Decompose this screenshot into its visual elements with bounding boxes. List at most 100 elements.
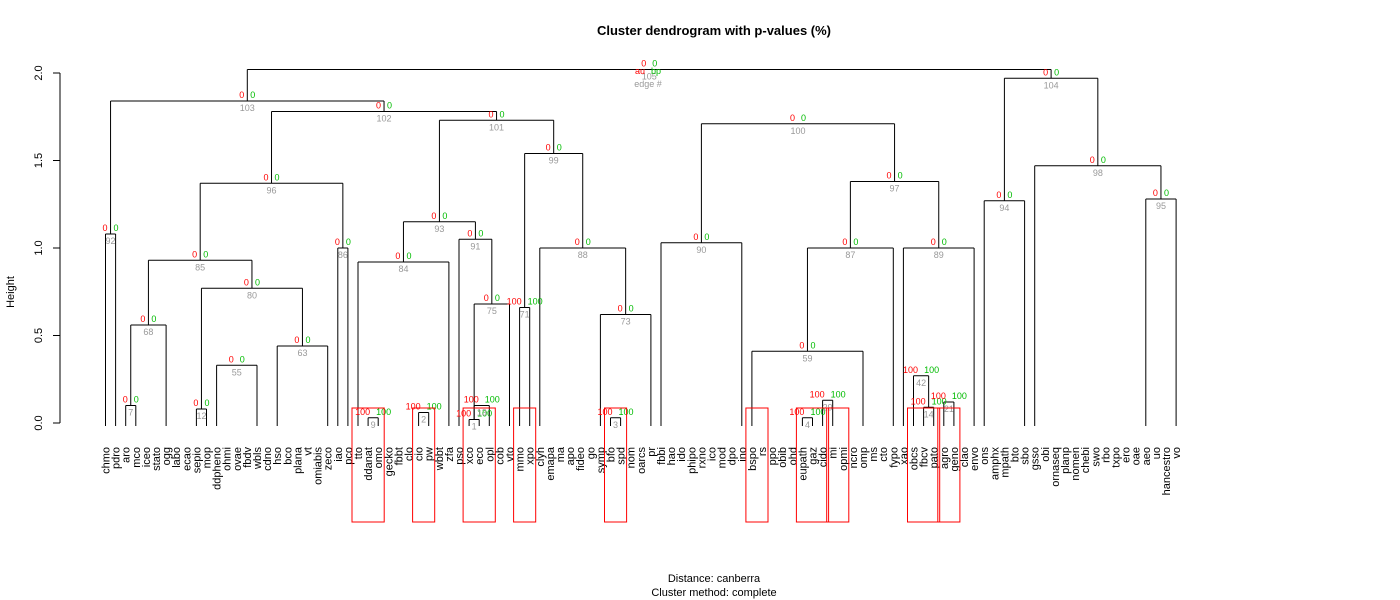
edge-number: 105 xyxy=(642,72,657,82)
edge-number: 63 xyxy=(297,348,307,358)
significant-cluster-box xyxy=(462,407,496,523)
edge-number: 71 xyxy=(520,310,530,320)
au-pvalue: 0 xyxy=(239,90,244,100)
bp-pvalue: 0 xyxy=(652,59,657,69)
au-pvalue: 0 xyxy=(693,232,698,242)
edge-number: 84 xyxy=(398,264,408,274)
au-pvalue: 0 xyxy=(103,223,108,233)
bp-pvalue: 0 xyxy=(1007,190,1012,200)
leaf-label: obib xyxy=(777,447,789,468)
leaf-label: pdro xyxy=(111,447,123,469)
leaf-label: eco xyxy=(474,447,486,465)
x-axis-label-distance: Distance: canberra xyxy=(668,573,761,585)
bp-pvalue: 100 xyxy=(376,407,391,417)
edge-number: 14 xyxy=(924,409,934,419)
bp-pvalue: 0 xyxy=(704,232,709,242)
au-pvalue: 0 xyxy=(484,293,489,303)
edge-number: 101 xyxy=(489,122,504,132)
leaf-label: opl xyxy=(484,447,496,462)
edge-number: 68 xyxy=(143,327,153,337)
edge-number: 75 xyxy=(487,306,497,316)
au-pvalue: 0 xyxy=(1090,155,1095,165)
au-pvalue: 100 xyxy=(406,402,421,412)
au-pvalue: 0 xyxy=(790,113,795,123)
bp-pvalue: 0 xyxy=(250,90,255,100)
bp-pvalue: 100 xyxy=(477,409,492,419)
leaf-label: mmo xyxy=(515,447,527,471)
bp-pvalue: 0 xyxy=(442,211,447,221)
leaf-label: gaz xyxy=(808,447,820,465)
leaf-label: omiabis xyxy=(313,447,325,485)
au-pvalue: 0 xyxy=(1043,67,1048,77)
significant-cluster-box xyxy=(412,407,436,523)
au-pvalue: 0 xyxy=(431,211,436,221)
bp-pvalue: 0 xyxy=(1164,188,1169,198)
bp-pvalue: 0 xyxy=(478,228,483,238)
leaf-label: bto xyxy=(1010,447,1022,462)
leaf-label: ppo xyxy=(767,447,779,465)
au-pvalue: 0 xyxy=(641,59,646,69)
leaf-label: iao xyxy=(333,447,345,462)
y-axis: 0.0 0.5 1.0 1.5 2.0 xyxy=(33,65,61,431)
leaf-label: mop xyxy=(202,447,214,468)
au-pvalue: 0 xyxy=(335,237,340,247)
au-pvalue: 0 xyxy=(1153,188,1158,198)
leaf-label: plana xyxy=(292,446,304,474)
bp-pvalue: 0 xyxy=(557,143,562,153)
leaf-label: cto xyxy=(878,447,890,462)
edge-number: 95 xyxy=(1156,201,1166,211)
significant-cluster-box xyxy=(745,407,769,523)
leaf-label: gecko xyxy=(383,447,395,476)
edge-number: 3 xyxy=(613,420,618,430)
bp-pvalue: 0 xyxy=(629,304,634,314)
bp-pvalue: 0 xyxy=(387,101,392,111)
leaf-label: oae xyxy=(1131,447,1143,465)
bp-pvalue: 0 xyxy=(204,398,209,408)
leaf-label: hso xyxy=(272,447,284,465)
leaf-label: envo xyxy=(969,447,981,471)
edge-number: 29 xyxy=(823,402,833,412)
au-pvalue: 0 xyxy=(140,314,145,324)
leaf-label: fypo xyxy=(888,447,900,468)
bp-pvalue: 100 xyxy=(427,402,442,412)
leaf-label: ddpheno xyxy=(212,447,224,490)
leaf-label: vt xyxy=(303,447,315,456)
edge-number: 104 xyxy=(1044,80,1059,90)
leaf-label: chebi xyxy=(1080,447,1092,473)
au-pvalue: 100 xyxy=(931,391,946,401)
edge-number: 73 xyxy=(621,317,631,327)
au-pvalue: 0 xyxy=(799,340,804,350)
leaf-label: dpo xyxy=(727,447,739,465)
edge-number: 55 xyxy=(232,367,242,377)
y-axis-label: Height xyxy=(5,276,17,308)
leaf-label: nomen xyxy=(1070,447,1082,481)
leaf-label: zfa xyxy=(444,446,456,462)
leaf-label: vo xyxy=(1171,447,1183,459)
bp-pvalue: 0 xyxy=(203,249,208,259)
au-pvalue: 100 xyxy=(598,407,613,417)
leaf-label: obi xyxy=(1040,447,1052,462)
leaf-label: apo xyxy=(565,447,577,465)
leaf-label: pr xyxy=(646,447,658,457)
edge-number: 59 xyxy=(802,353,812,363)
bp-pvalue: 0 xyxy=(500,109,505,119)
edge-number: 13 xyxy=(477,408,487,418)
au-pvalue: 0 xyxy=(546,143,551,153)
leaf-label: opmi xyxy=(838,447,850,471)
leaf-label: aeo xyxy=(1141,447,1153,465)
edge-number: 85 xyxy=(195,262,205,272)
edge-number: 91 xyxy=(470,241,480,251)
edge-number: 21 xyxy=(944,404,954,414)
au-pvalue: 100 xyxy=(355,407,370,417)
bp-pvalue: 100 xyxy=(932,396,947,406)
leaf-label: oarcs xyxy=(636,447,648,474)
edge-number: 12 xyxy=(196,411,206,421)
edge-number: 99 xyxy=(549,156,559,166)
leaf-label: sbo xyxy=(1020,447,1032,465)
bp-pvalue: 0 xyxy=(1054,67,1059,77)
leaf-label: omp xyxy=(858,447,870,468)
edge-number: 42 xyxy=(916,378,926,388)
bp-pvalue: 0 xyxy=(114,223,119,233)
leaf-label: clyh xyxy=(535,447,547,467)
